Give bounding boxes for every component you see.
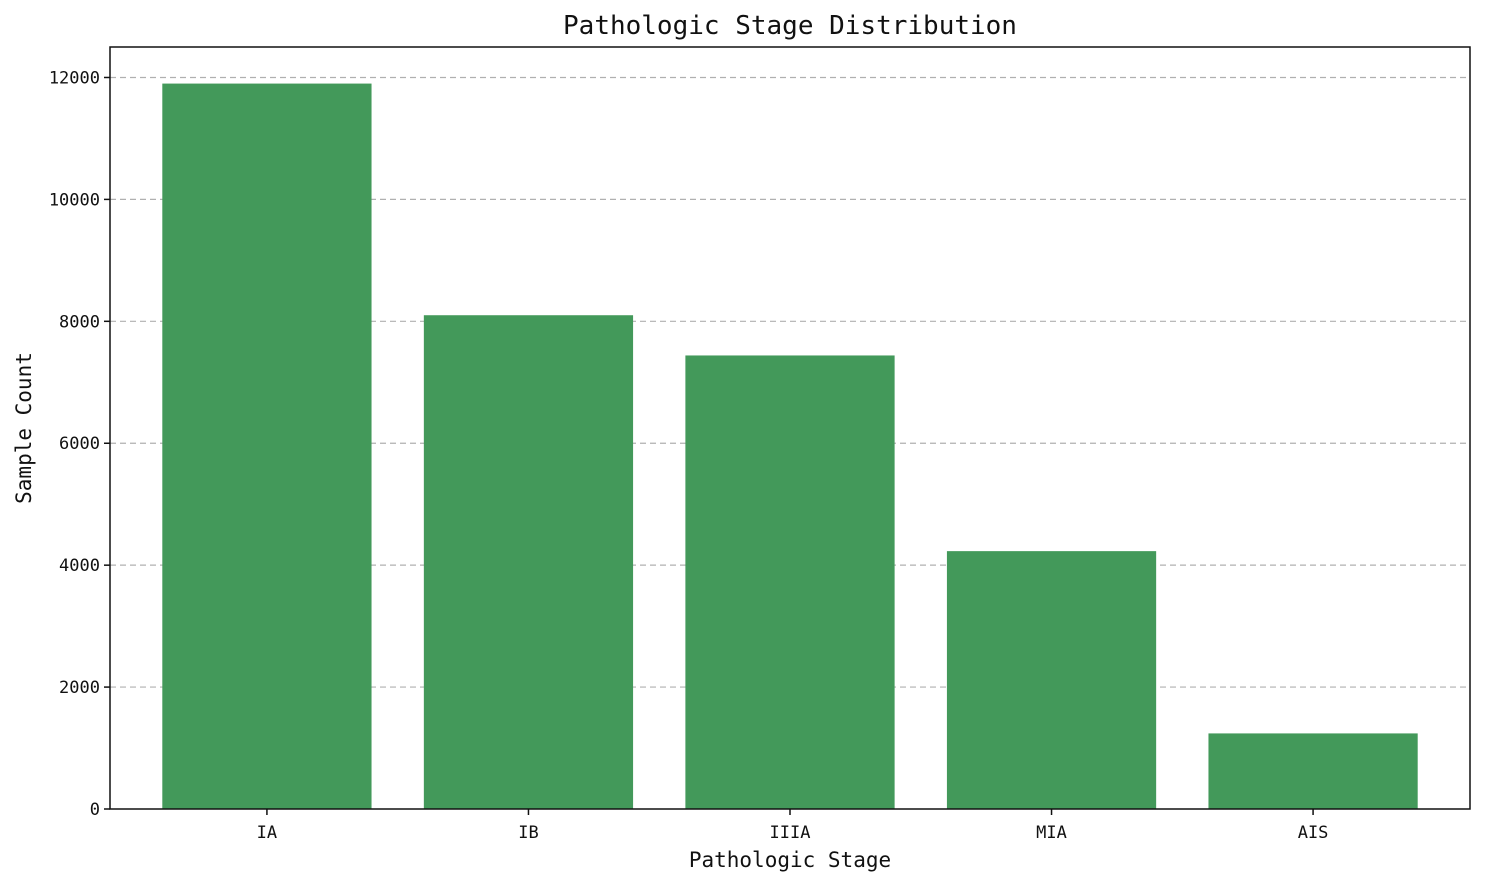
bars <box>162 83 1418 810</box>
x-axis-label: Pathologic Stage <box>689 848 891 872</box>
chart-title: Pathologic Stage Distribution <box>563 11 1017 41</box>
x-tick-label-ib: IB <box>518 823 538 843</box>
bar-ia <box>162 83 372 810</box>
y-axis-label: Sample Count <box>12 352 36 504</box>
y-tick-label: 0 <box>90 800 100 820</box>
y-tick-label: 12000 <box>49 68 100 88</box>
y-tick-label: 8000 <box>59 312 100 332</box>
x-tick-label-mia: MIA <box>1036 823 1067 843</box>
x-tick-label-ais: AIS <box>1298 823 1329 843</box>
y-tick-label: 6000 <box>59 434 100 454</box>
bar-mia <box>946 551 1157 809</box>
x-tick-label-iiia: IIIA <box>770 823 811 843</box>
bar-ib <box>423 315 634 809</box>
y-axis-ticks: 0 2000 4000 6000 8000 10000 12000 <box>49 68 110 820</box>
x-tick-label-ia: IA <box>257 823 277 843</box>
bar-iiia <box>685 355 895 809</box>
y-tick-label: 10000 <box>49 190 100 210</box>
y-tick-label: 4000 <box>59 556 100 576</box>
bar-ais <box>1208 733 1418 809</box>
y-tick-label: 2000 <box>59 678 100 698</box>
x-axis-ticks: IA IB IIIA MIA AIS <box>257 809 1329 843</box>
